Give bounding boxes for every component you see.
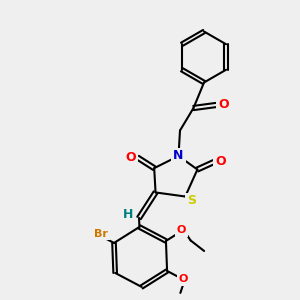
Text: O: O — [179, 274, 188, 284]
Text: O: O — [215, 155, 226, 169]
Text: Br: Br — [94, 229, 108, 239]
Text: O: O — [177, 225, 186, 235]
Text: O: O — [126, 151, 136, 164]
Text: H: H — [122, 208, 133, 221]
Text: S: S — [187, 194, 196, 208]
Text: O: O — [218, 98, 229, 112]
Text: N: N — [173, 149, 184, 163]
